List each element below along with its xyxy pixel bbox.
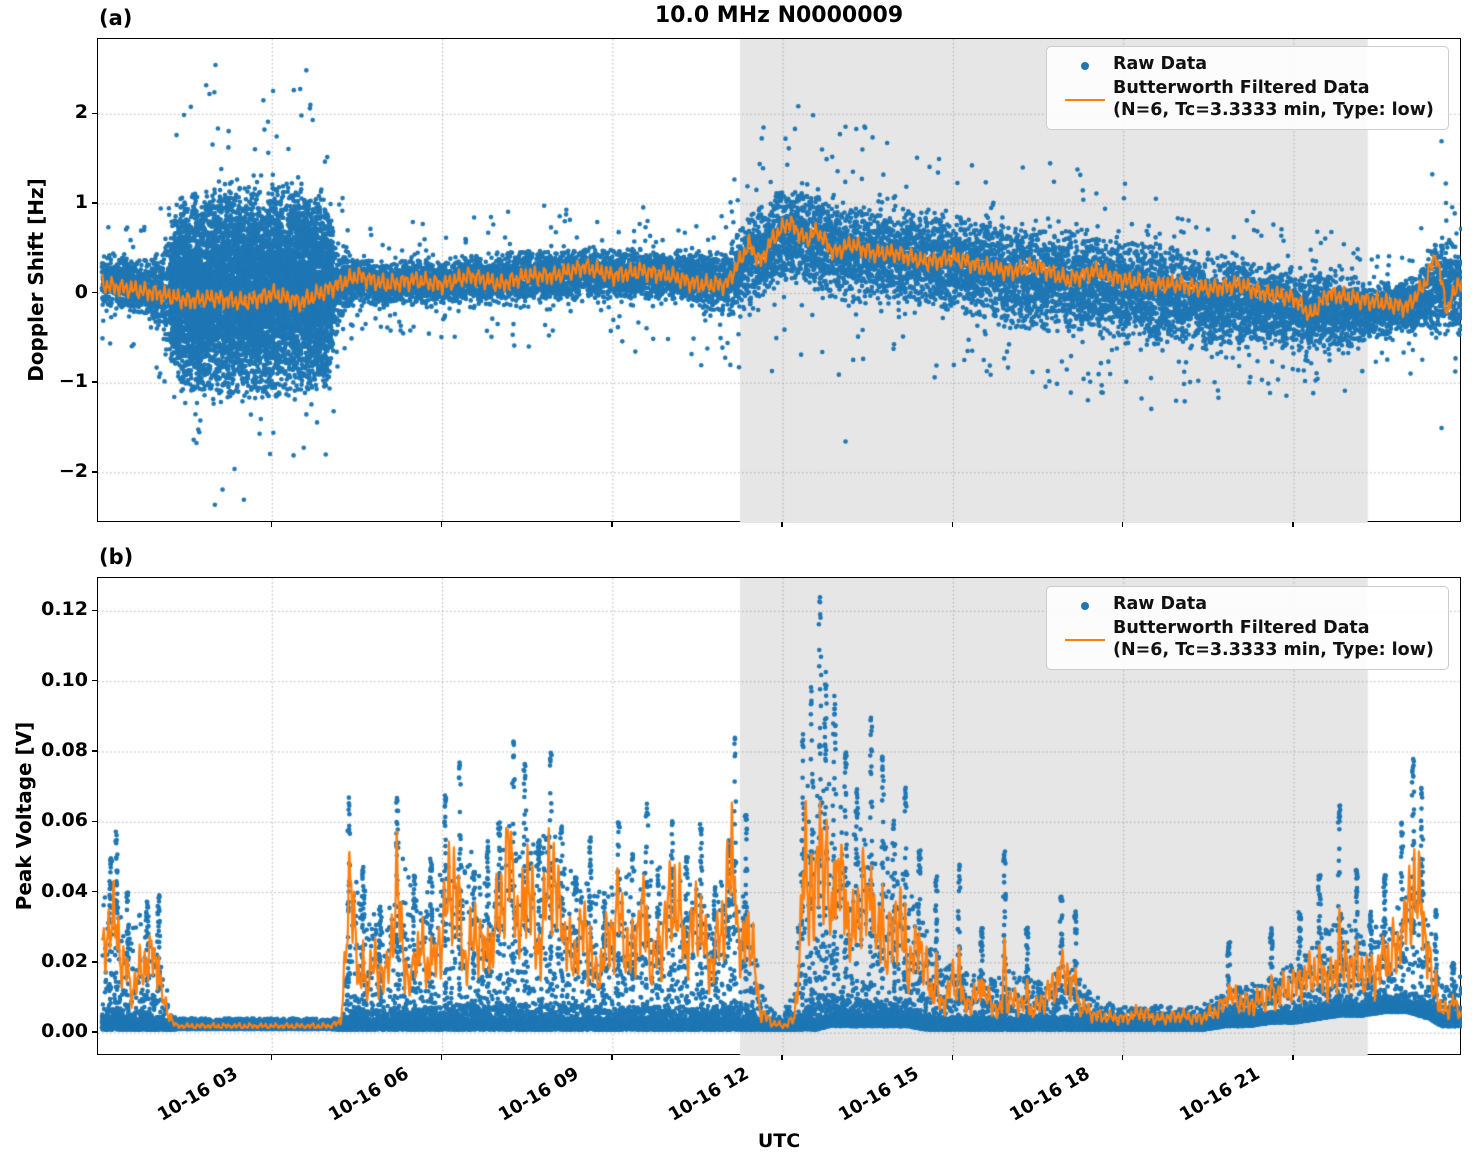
raw-data-marker-icon [1057, 54, 1113, 78]
y-tick-label: 0.06 [41, 809, 88, 832]
y-tick-label: 0.02 [41, 949, 88, 972]
tick-mark [270, 1055, 272, 1060]
y-tick-label: 0 [74, 280, 88, 303]
legend-filtered-label-line2: (N=6, Tc=3.3333 min, Type: low) [1113, 99, 1434, 120]
tick-mark [1121, 522, 1124, 527]
y-tick-label: 0.04 [41, 879, 88, 902]
legend-raw-label: Raw Data [1113, 594, 1208, 614]
legend-filtered-label-line1: Butterworth Filtered Data [1113, 78, 1370, 98]
legend-entry-filtered: Butterworth Filtered Data (N=6, Tc=3.333… [1057, 618, 1436, 662]
tick-mark [92, 890, 97, 893]
y-tick-label: 0.08 [41, 738, 88, 761]
y-tick-label: 2 [74, 101, 88, 124]
x-axis-label: UTC [757, 1130, 801, 1152]
legend-a: Raw Data Butterworth Filtered Data (N=6,… [1046, 46, 1449, 130]
y-tick-label: 0.12 [41, 598, 88, 621]
tick-mark [1121, 1055, 1124, 1060]
panel-b-tag: (b) [99, 545, 134, 569]
tick-mark [1292, 522, 1294, 527]
tick-mark [951, 1055, 954, 1060]
legend-filtered-label-line2: (N=6, Tc=3.3333 min, Type: low) [1113, 639, 1434, 660]
x-tick-label: 10-16 06 [324, 1063, 413, 1126]
panel-a-tag: (a) [99, 6, 133, 30]
tick-mark [951, 522, 954, 527]
y-tick-label: 1 [74, 190, 88, 213]
tick-mark [92, 291, 97, 294]
tick-mark [92, 609, 97, 612]
tick-mark [92, 1031, 97, 1033]
figure-title: 10.0 MHz N0000009 [654, 3, 904, 28]
tick-mark [611, 1055, 613, 1060]
tick-mark [92, 961, 97, 963]
y-tick-label: 0.00 [41, 1020, 88, 1043]
tick-mark [92, 202, 97, 204]
tick-mark [270, 522, 272, 527]
tick-mark [1292, 1055, 1294, 1060]
tick-mark [92, 750, 97, 752]
tick-mark [92, 679, 97, 682]
y-tick-label: −2 [58, 459, 88, 482]
x-tick-label: 10-16 15 [835, 1063, 923, 1126]
tick-mark [781, 522, 783, 527]
tick-mark [781, 1055, 783, 1060]
x-tick-label: 10-16 18 [1005, 1063, 1094, 1126]
filtered-line-marker-icon [1057, 78, 1113, 122]
tick-mark [92, 381, 97, 383]
raw-data-marker-icon [1057, 594, 1113, 618]
tick-mark [440, 522, 443, 527]
tick-mark [92, 112, 97, 115]
legend-b: Raw Data Butterworth Filtered Data (N=6,… [1046, 586, 1449, 670]
legend-filtered-label: Butterworth Filtered Data (N=6, Tc=3.333… [1113, 78, 1434, 122]
legend-entry-filtered: Butterworth Filtered Data (N=6, Tc=3.333… [1057, 78, 1436, 122]
tick-mark [92, 471, 97, 473]
legend-filtered-label: Butterworth Filtered Data (N=6, Tc=3.333… [1113, 618, 1434, 662]
x-tick-label: 10-16 03 [154, 1063, 242, 1126]
legend-filtered-label-line1: Butterworth Filtered Data [1113, 618, 1370, 638]
legend-entry-raw: Raw Data [1057, 594, 1436, 618]
filtered-line-marker-icon [1057, 618, 1113, 662]
tick-mark [611, 522, 613, 527]
legend-raw-label: Raw Data [1113, 54, 1208, 74]
legend-entry-raw: Raw Data [1057, 54, 1436, 78]
y-tick-label: −1 [58, 370, 88, 393]
y-tick-label: 0.10 [41, 668, 88, 691]
tick-mark [440, 1055, 443, 1060]
tick-mark [92, 820, 97, 823]
